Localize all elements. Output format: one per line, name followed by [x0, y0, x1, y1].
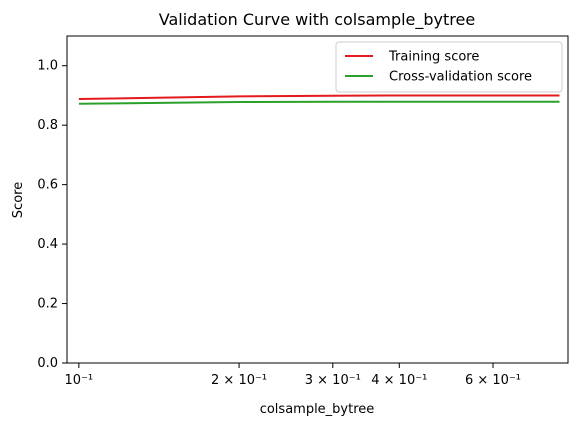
plot-frame — [66, 35, 569, 364]
x-axis-label: colsample_bytree — [260, 402, 375, 417]
series-line-0 — [78, 94, 560, 101]
legend: Training score Cross-validation score — [335, 41, 563, 93]
y-tick-label-2: 0.4 — [37, 237, 58, 252]
series-line-1 — [78, 100, 560, 105]
y-axis-label: Score — [11, 182, 26, 218]
y-tick-label-4: 0.8 — [37, 118, 58, 133]
x-tick-label-4: 6 × 10⁻¹ — [465, 373, 521, 388]
x-tick-label-3: 4 × 10⁻¹ — [371, 373, 427, 388]
legend-box — [335, 41, 563, 93]
legend-label-0: Training score — [388, 50, 479, 65]
y-tick-label-5: 1.0 — [37, 59, 58, 74]
legend-label-1: Cross-validation score — [389, 70, 532, 85]
x-tick-label-0: 10⁻¹ — [65, 373, 94, 388]
chart-title: Validation Curve with colsample_bytree — [159, 10, 475, 30]
y-tick-label-3: 0.6 — [37, 178, 58, 193]
y-tick-label-0: 0.0 — [37, 356, 58, 371]
y-tick-label-1: 0.2 — [37, 297, 58, 312]
x-tick-label-2: 3 × 10⁻¹ — [305, 373, 361, 388]
x-tick-label-1: 2 × 10⁻¹ — [211, 373, 267, 388]
